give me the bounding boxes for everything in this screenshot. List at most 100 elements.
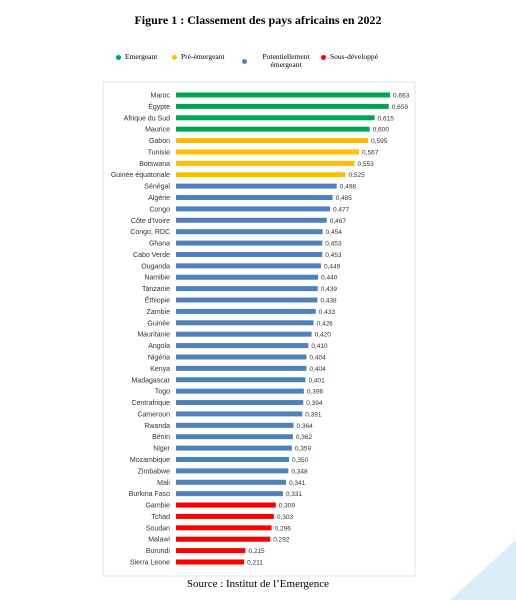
bar bbox=[176, 445, 292, 451]
bar bbox=[176, 149, 360, 155]
y-tick-label: Botswana bbox=[139, 161, 170, 168]
bar bbox=[176, 183, 337, 189]
y-tick-label: Burkina Faso bbox=[129, 491, 170, 498]
data-label: 0,292 bbox=[273, 537, 290, 544]
y-tick-label: Zambie bbox=[147, 309, 170, 316]
y-tick-label: Afrique du Sud bbox=[124, 115, 170, 122]
bar bbox=[176, 160, 355, 166]
legend-label: Sous-développé bbox=[330, 52, 378, 61]
data-label: 0,467 bbox=[330, 218, 347, 225]
legend-item: Pré-émergeant bbox=[172, 53, 225, 61]
data-label: 0,309 bbox=[279, 503, 296, 510]
legend-label: Potentiellement émergeant bbox=[262, 52, 310, 69]
data-label: 0,477 bbox=[333, 206, 350, 213]
bar bbox=[176, 479, 287, 485]
y-tick-label: Côte d'Ivoire bbox=[131, 218, 170, 225]
legend-marker bbox=[242, 58, 247, 64]
bar bbox=[176, 548, 246, 554]
data-label: 0,485 bbox=[336, 195, 353, 202]
data-label: 0,420 bbox=[315, 332, 332, 339]
y-tick-label: Congo bbox=[149, 206, 170, 213]
data-label: 0,498 bbox=[340, 184, 357, 191]
y-tick-label: Gambie bbox=[145, 503, 170, 510]
bar bbox=[176, 251, 323, 257]
bar bbox=[176, 400, 304, 406]
y-tick-label: Éthiopie bbox=[145, 296, 170, 305]
y-tick-label: Tunisie bbox=[148, 149, 170, 156]
bar bbox=[176, 206, 331, 212]
y-tick-label: Ghana bbox=[149, 241, 170, 248]
data-label: 0,296 bbox=[275, 525, 292, 532]
data-label: 0,595 bbox=[371, 138, 388, 145]
data-label: 0,439 bbox=[321, 286, 338, 293]
y-tick-label: Malawi bbox=[148, 537, 170, 544]
y-tick-label: Congo, RDC bbox=[130, 229, 170, 236]
bar bbox=[176, 103, 389, 109]
decoration bbox=[450, 540, 516, 600]
bar bbox=[176, 491, 283, 497]
data-label: 0,211 bbox=[247, 559, 263, 566]
data-label: 0,553 bbox=[358, 161, 375, 168]
legend-item: Emergeant bbox=[116, 53, 157, 61]
legend-label: Pré-émergeant bbox=[181, 52, 225, 61]
data-label: 0,454 bbox=[326, 229, 343, 236]
bar bbox=[176, 263, 321, 269]
source: Source : Institut de l’Emergence bbox=[186, 578, 330, 590]
data-label: 0,433 bbox=[319, 309, 336, 316]
data-label: 0,453 bbox=[325, 252, 342, 259]
bar bbox=[176, 331, 312, 337]
bar bbox=[176, 126, 370, 132]
bar bbox=[176, 274, 319, 280]
data-label: 0,331 bbox=[286, 491, 303, 498]
data-label: 0,440 bbox=[321, 275, 338, 282]
bar bbox=[176, 559, 245, 565]
data-label: 0,663 bbox=[393, 93, 410, 100]
y-tick-label: Zimbabwe bbox=[138, 468, 170, 475]
legend-item: Sous-développé bbox=[321, 53, 378, 61]
data-label: 0,438 bbox=[320, 298, 337, 305]
bar bbox=[176, 308, 316, 314]
y-tick-label: Algérie bbox=[148, 195, 170, 202]
data-label: 0,525 bbox=[349, 172, 366, 179]
bar bbox=[176, 365, 307, 371]
y-tick-label: Kenya bbox=[150, 366, 170, 373]
bar bbox=[176, 388, 304, 394]
data-label: 0,364 bbox=[297, 423, 314, 430]
y-tick-label: Tanzanie bbox=[142, 286, 170, 293]
bar bbox=[176, 138, 369, 144]
y-tick-label: Cabo Verde bbox=[133, 252, 170, 259]
legend-marker bbox=[116, 54, 121, 60]
bar bbox=[176, 297, 318, 303]
data-label: 0,567 bbox=[362, 149, 379, 156]
y-tick-label: Guinée équatoriale bbox=[111, 172, 170, 179]
data-label: 0,394 bbox=[306, 400, 323, 407]
data-label: 0,391 bbox=[305, 411, 322, 418]
y-tick-label: Mali bbox=[157, 480, 170, 487]
bar bbox=[176, 434, 293, 440]
bar bbox=[176, 513, 274, 519]
data-label: 0,659 bbox=[392, 104, 409, 111]
bar bbox=[176, 536, 271, 542]
y-tick-label: Gabon bbox=[149, 138, 170, 145]
y-tick-label: Mozambique bbox=[130, 457, 170, 464]
bar bbox=[176, 115, 375, 121]
y-tick-label: Sénégal bbox=[144, 184, 170, 191]
y-tick-label: Guinée bbox=[147, 320, 170, 327]
y-tick-label: Tchad bbox=[151, 514, 170, 521]
data-label: 0,426 bbox=[317, 320, 334, 327]
data-label: 0,453 bbox=[325, 241, 342, 248]
legend-marker bbox=[321, 54, 326, 60]
bar bbox=[176, 468, 289, 474]
bar bbox=[176, 354, 307, 360]
y-tick-label: Nigéria bbox=[148, 354, 170, 361]
legend-item: Potentiellement émergeant bbox=[242, 53, 321, 69]
data-label: 0,404 bbox=[309, 354, 326, 361]
bar bbox=[176, 217, 327, 223]
data-label: 0,410 bbox=[311, 343, 328, 350]
y-tick-label: Soudan bbox=[146, 525, 170, 532]
bar bbox=[176, 286, 318, 292]
y-tick-label: Mauritanie bbox=[137, 332, 170, 339]
data-label: 0,396 bbox=[307, 389, 324, 396]
bar bbox=[176, 320, 314, 326]
